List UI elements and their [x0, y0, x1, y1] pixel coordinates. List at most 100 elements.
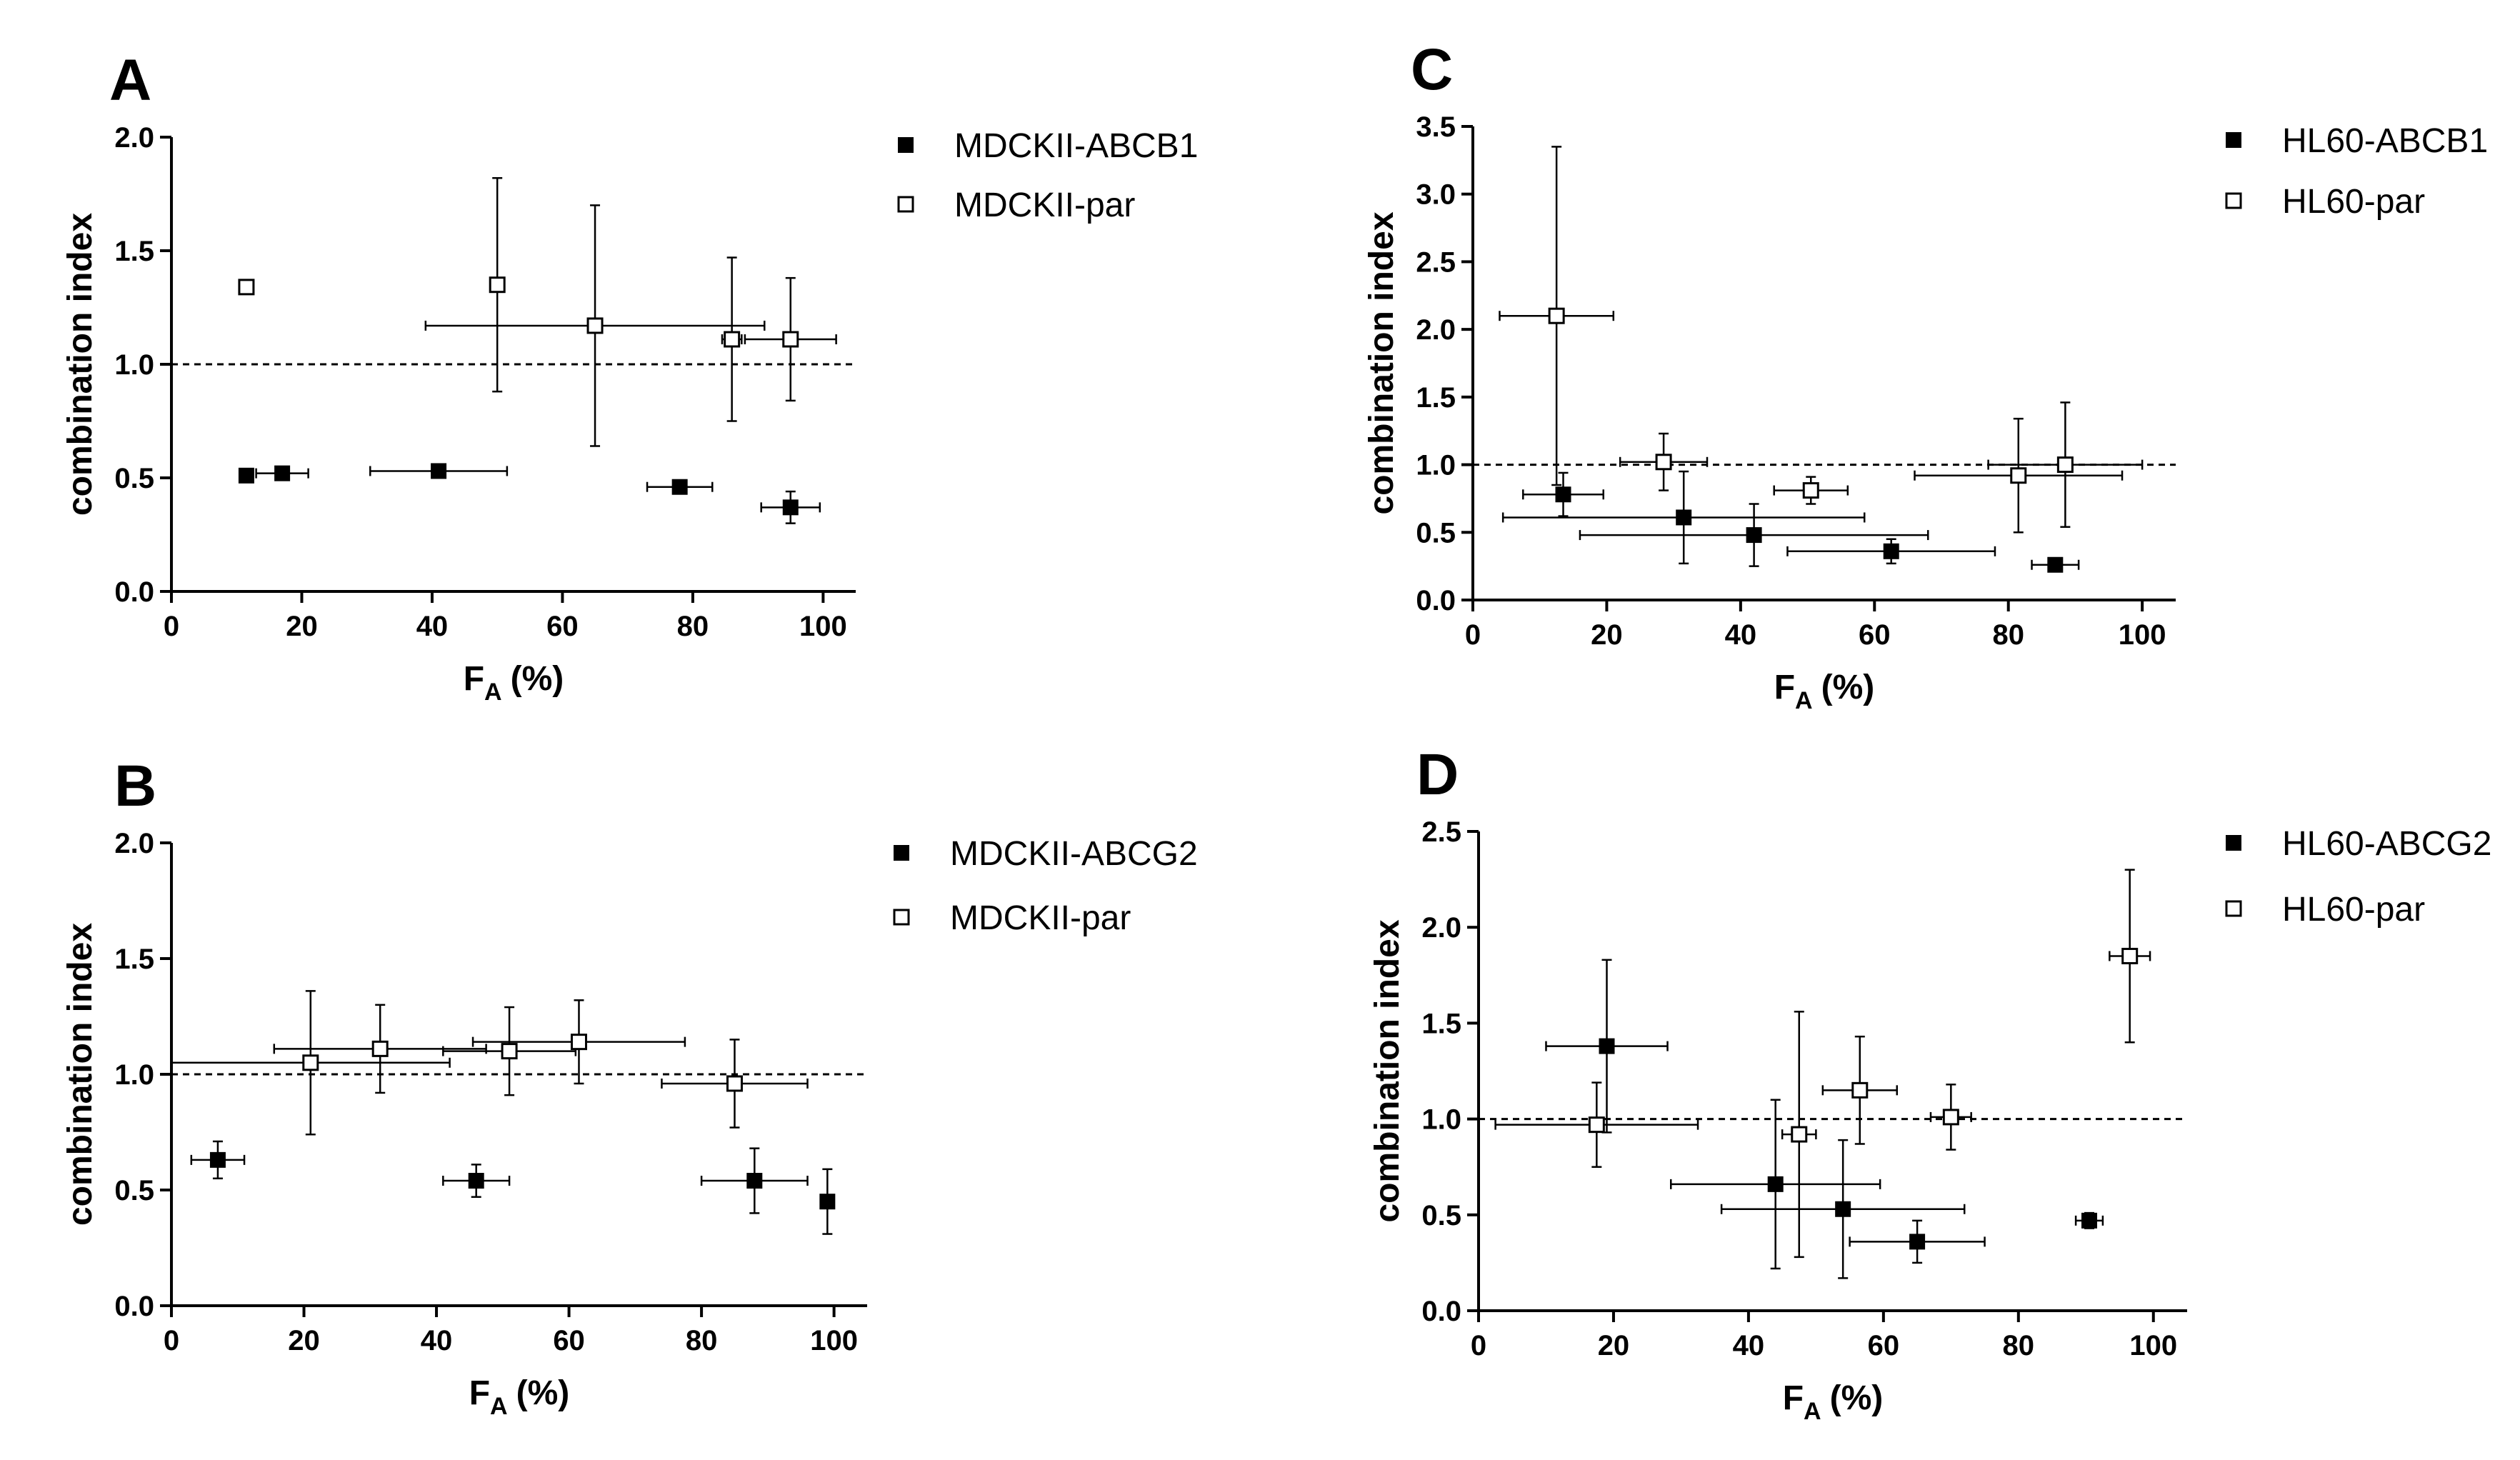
data-point	[238, 467, 254, 484]
series-filled	[190, 1140, 836, 1235]
data-point	[570, 1034, 587, 1051]
legend-marker	[898, 137, 914, 153]
data-point	[209, 1151, 226, 1168]
y-tick-label: 0.5	[114, 463, 154, 494]
y-tick-label: 1.5	[1416, 382, 1456, 414]
x-tick-label: 60	[553, 1325, 585, 1356]
x-tick-label: 80	[677, 611, 709, 642]
data-point	[2056, 456, 2074, 474]
series-open	[238, 176, 837, 447]
x-axis-title: FA (%)	[469, 1374, 570, 1420]
legend-marker	[894, 845, 909, 861]
x-axis-title: FA (%)	[1774, 669, 1875, 714]
legend-marker	[2225, 900, 2242, 917]
panel-a: A 0.0 0.5 1.0 1.5 2.0 0 20 40 60 80 100 combination …	[61, 48, 1198, 706]
y-tick-label: 0.0	[114, 576, 154, 608]
y-tick-label: 3.5	[1416, 111, 1456, 143]
x-tick-label: 40	[1733, 1330, 1765, 1361]
x-axis-title-subscript: A	[1795, 687, 1813, 714]
data-point	[1548, 307, 1565, 324]
data-point	[302, 1054, 319, 1071]
data-point	[501, 1043, 518, 1060]
legend-marker	[897, 196, 914, 213]
data-point	[489, 276, 506, 294]
data-point	[371, 1040, 389, 1057]
y-tick-label: 1.5	[1421, 1008, 1461, 1039]
x-axis-title-unit: (%)	[1830, 1379, 1884, 1417]
y-tick-label: 1.5	[114, 944, 154, 975]
y-tick-label: 0.0	[1416, 585, 1456, 616]
legend-marker	[2226, 132, 2241, 148]
panel-b: B 0.0 0.5 1.0 1.5 2.0 0 20 40 60 80 100 combination …	[61, 754, 1198, 1420]
legend-label: MDCKII-ABCG2	[950, 835, 1198, 873]
x-tick-label: 20	[1598, 1330, 1630, 1361]
series-open	[170, 990, 809, 1136]
y-tick-label: 1.0	[114, 1059, 154, 1091]
x-tick-label: 20	[1591, 619, 1623, 651]
legend-label: HL60-par	[2282, 891, 2425, 929]
legend-marker	[2225, 192, 2242, 209]
data-point	[1676, 509, 1692, 526]
data-point	[1835, 1201, 1851, 1217]
data-point	[1851, 1081, 1869, 1099]
data-point	[2081, 1212, 2098, 1229]
data-point	[1588, 1116, 1605, 1134]
x-axis-title-main: F	[1774, 669, 1795, 706]
y-axis-title: combination index	[1363, 211, 1401, 514]
legend-label: HL60-ABCG2	[2282, 825, 2491, 863]
y-tick-label: 3.0	[1416, 179, 1456, 211]
y-tick-label: 1.0	[1421, 1104, 1461, 1136]
x-axis-title-subscript: A	[1804, 1398, 1821, 1425]
data-point	[468, 1173, 484, 1189]
data-point	[2121, 947, 2139, 964]
y-axis-title: combination index	[61, 213, 99, 516]
data-point	[1883, 543, 1899, 559]
y-tick-label: 2.0	[1416, 314, 1456, 346]
y-axis-title: combination index	[1369, 919, 1406, 1222]
y-tick-label: 0.5	[1421, 1200, 1461, 1231]
x-axis-title: FA (%)	[1783, 1379, 1884, 1425]
y-tick-label: 2.5	[1421, 816, 1461, 848]
series-filled	[238, 463, 821, 524]
x-tick-label: 0	[1471, 1330, 1486, 1361]
x-tick-label: 100	[2119, 619, 2166, 651]
data-point	[746, 1173, 763, 1189]
data-point	[1655, 454, 1672, 471]
y-tick-label: 2.5	[1416, 246, 1456, 278]
data-point	[671, 479, 688, 495]
data-point	[1942, 1109, 1959, 1126]
data-point	[2010, 467, 2027, 484]
x-tick-label: 100	[2129, 1330, 2177, 1361]
x-tick-label: 0	[1465, 619, 1481, 651]
data-point	[726, 1075, 743, 1092]
panel-letter: B	[114, 754, 156, 819]
x-axis-title-main: F	[469, 1374, 490, 1412]
y-tick-label: 0.5	[1416, 517, 1456, 549]
x-tick-label: 60	[546, 611, 579, 642]
x-axis-title-unit: (%)	[516, 1374, 570, 1412]
legend-marker	[893, 909, 910, 926]
data-point	[2047, 556, 2064, 573]
x-tick-label: 80	[2003, 1330, 2035, 1361]
panel-d: D 0.0 0.5 1.0 1.5 2.0 2.5 0 20 40 60 80 100 combinati…	[1369, 742, 2491, 1425]
data-point	[782, 499, 799, 516]
x-axis-title-subscript: A	[484, 679, 502, 706]
legend-marker	[2226, 835, 2241, 851]
panel-letter: D	[1416, 742, 1459, 807]
data-point	[431, 463, 447, 479]
x-axis-title-main: F	[464, 660, 484, 698]
data-point	[586, 317, 604, 334]
x-tick-label: 100	[799, 611, 847, 642]
x-tick-label: 60	[1859, 619, 1891, 651]
y-axis-title: combination index	[61, 923, 99, 1226]
x-tick-label: 60	[1868, 1330, 1900, 1361]
x-tick-label: 40	[1725, 619, 1757, 651]
x-tick-label: 20	[288, 1325, 320, 1356]
y-tick-label: 2.0	[1421, 912, 1461, 944]
data-point	[1599, 1038, 1615, 1054]
x-axis-title: FA (%)	[464, 660, 564, 706]
x-axis-title-unit: (%)	[511, 660, 564, 698]
x-tick-label: 40	[421, 1325, 453, 1356]
y-tick-label: 1.5	[114, 236, 154, 267]
